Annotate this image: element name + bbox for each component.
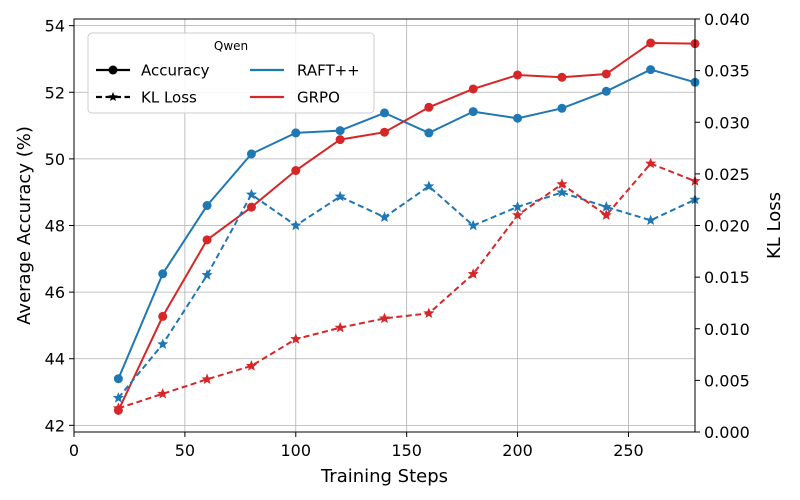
data-point [468, 107, 478, 117]
data-point [202, 235, 212, 245]
x-tick-label: 0 [69, 441, 79, 460]
x-tick-label: 150 [391, 441, 422, 460]
data-point [202, 201, 212, 211]
x-tick-label: 200 [502, 441, 533, 460]
data-point-star [467, 219, 479, 231]
data-point [335, 126, 345, 136]
data-point [291, 166, 301, 176]
y-right-tick-label: 0.015 [704, 268, 750, 287]
x-tick-label: 250 [613, 441, 644, 460]
y-right-tick-label: 0.010 [704, 320, 750, 339]
data-point [291, 128, 301, 138]
data-point-star [556, 186, 568, 198]
data-point [113, 374, 123, 384]
y-left-tick-label: 42 [45, 416, 65, 435]
series-raft-kl-loss [112, 180, 701, 403]
data-point-star [556, 178, 568, 189]
data-point-star [157, 338, 169, 349]
y-right-tick-label: 0.025 [704, 165, 750, 184]
data-point-star [600, 201, 612, 212]
data-point-star [334, 190, 346, 202]
data-point-star [378, 211, 391, 222]
legend-raft-label: RAFT++ [297, 62, 360, 80]
legend-grpo-label: GRPO [297, 89, 340, 107]
data-point [557, 72, 567, 82]
data-point-star [245, 360, 257, 371]
data-point [246, 149, 256, 159]
data-point-star [512, 201, 524, 212]
series-line-grpo-kl-loss [118, 162, 696, 410]
y-right-tick-label: 0.030 [704, 113, 750, 132]
data-point-star [334, 321, 346, 333]
data-point-star [600, 209, 612, 220]
x-tick-label: 100 [281, 441, 312, 460]
y-left-tick-label: 52 [45, 83, 65, 102]
data-point [513, 113, 523, 123]
data-point-star [423, 307, 435, 318]
data-point [424, 102, 434, 112]
legend-kl-label: KL Loss [141, 89, 197, 107]
data-point-star [645, 214, 657, 226]
series-line-raft-accuracy [117, 68, 696, 380]
data-point [646, 65, 656, 75]
y-right-tick-label: 0.005 [704, 371, 750, 390]
data-point-star [245, 188, 257, 200]
data-point [158, 269, 168, 279]
y-right-tick-label: 0.000 [704, 423, 750, 442]
data-point-star [157, 387, 169, 399]
data-point [380, 108, 389, 118]
data-point [513, 70, 523, 80]
data-point [468, 84, 478, 94]
data-point-star [112, 392, 124, 403]
y-left-tick-label: 54 [45, 17, 65, 36]
data-point-star [423, 180, 435, 191]
data-point-star [201, 373, 213, 385]
y-right-tick-label: 0.020 [704, 217, 750, 236]
data-point-star [378, 312, 391, 324]
data-point [246, 202, 256, 212]
series-raft-accuracy [113, 65, 700, 384]
data-point [557, 103, 567, 113]
y-left-axis-label: Average Accuracy (%) [14, 126, 35, 325]
data-point-star [645, 157, 657, 169]
y-left-tick-label: 46 [45, 283, 65, 302]
y-left-tick-label: 50 [45, 150, 65, 169]
legend-accuracy-marker [108, 65, 118, 75]
series-grpo-kl-loss [112, 157, 701, 413]
data-point [335, 135, 345, 145]
y-right-tick-label: 0.040 [704, 10, 750, 29]
data-point [424, 128, 434, 138]
y-left-tick-label: 44 [45, 350, 65, 369]
data-point-star [201, 269, 213, 280]
data-point [380, 127, 389, 137]
data-point [601, 69, 611, 79]
data-point-star [112, 402, 124, 413]
legend-box [87, 32, 375, 114]
series-line-grpo-accuracy [117, 41, 696, 411]
y-right-tick-label: 0.035 [704, 62, 750, 81]
legend: Qwen Accuracy KL Loss RAFT++ GRPO [87, 32, 375, 114]
data-point [601, 86, 611, 96]
data-point-star [467, 268, 479, 279]
data-point-star [290, 219, 302, 231]
data-point [158, 311, 168, 321]
data-point-star [512, 209, 524, 220]
series-line-raft-kl-loss [117, 185, 696, 399]
y-right-axis-label: KL Loss [764, 192, 785, 259]
y-left-tick-label: 48 [45, 217, 65, 236]
x-tick-label: 50 [175, 441, 195, 460]
legend-title: Qwen [214, 39, 248, 53]
legend-kl-marker [108, 92, 118, 102]
data-point [646, 38, 656, 48]
x-axis-label: Training Steps [320, 466, 448, 487]
data-point-star [290, 333, 302, 344]
legend-accuracy-label: Accuracy [141, 62, 210, 80]
